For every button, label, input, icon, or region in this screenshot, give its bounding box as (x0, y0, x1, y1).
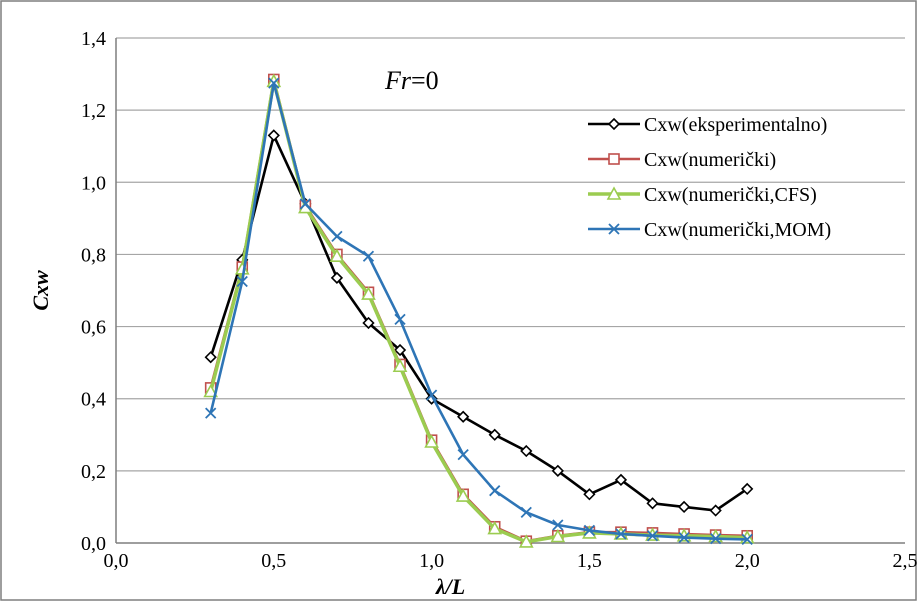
x-tick-label: 1,0 (419, 550, 444, 572)
series-x-point (394, 313, 406, 325)
x-tick-label: 2,5 (893, 550, 917, 572)
series-triangle-point (424, 434, 439, 448)
series-group (203, 73, 755, 548)
series-line-x (209, 81, 748, 541)
annotation-fr-value: =0 (411, 66, 439, 95)
series-x-point (299, 198, 311, 210)
series-x-point (457, 448, 469, 461)
series-triangle-point (203, 383, 219, 398)
y-tick-label: 1,2 (81, 100, 106, 122)
series-x-point (583, 524, 596, 537)
series-triangle-point (329, 248, 345, 263)
y-tick-label: 1,0 (81, 172, 106, 194)
legend-entry: Cxw(eksperimentalno) (644, 114, 827, 136)
legend-entry: Cxw(numerički,CFS) (644, 184, 817, 206)
series-x-point (741, 533, 753, 546)
annotation-fr-symbol: Fr (384, 66, 412, 95)
legend-marker-point (607, 117, 621, 131)
series-diamond-point (551, 464, 564, 477)
series-x-point (678, 531, 690, 544)
series-x-point (425, 389, 438, 401)
series-x-point (552, 519, 564, 531)
series-diamond-point (614, 473, 628, 487)
series-x-point (205, 407, 217, 419)
series-diamond-point (267, 129, 280, 142)
series-diamond-point (709, 504, 722, 517)
series-x-point (331, 230, 343, 243)
legend-marker-point (608, 223, 620, 235)
x-tick-label: 2,0 (735, 550, 760, 572)
x-tick-label: 0,0 (104, 550, 129, 572)
series-x-point (268, 77, 280, 89)
series-diamond-point (330, 271, 344, 285)
legend-entry: Cxw(numerički,MOM) (644, 219, 831, 241)
series-triangle-point (487, 520, 503, 535)
series-diamond-point (583, 488, 596, 501)
series-diamond-point (488, 428, 501, 441)
series-x-point (615, 528, 627, 540)
series-diamond-point (457, 410, 470, 423)
series-triangle-point (361, 286, 376, 300)
x-tick-label: 1,5 (577, 550, 602, 572)
y-tick-label: 0,8 (81, 244, 106, 266)
series-diamond-point (677, 500, 691, 514)
series-x-point (520, 506, 532, 518)
x-axis-label: λ/L (435, 574, 465, 599)
series-diamond-point (646, 497, 659, 510)
legend: Cxw(eksperimentalno) Cxw(numerički) Cxw(nu… (588, 114, 831, 241)
series-x-point (362, 250, 375, 262)
series-x-point (710, 533, 722, 545)
y-tick-label: 0,6 (81, 317, 106, 339)
legend-entry: Cxw(numerički) (644, 149, 776, 171)
series-x-point (489, 485, 501, 497)
y-tick-label: 0,2 (81, 461, 106, 483)
annotation-fr: Fr=0 (384, 66, 439, 95)
series-diamond-point (393, 343, 407, 357)
series-triangle-point (550, 528, 566, 543)
series-diamond-point (741, 482, 754, 496)
tick-labels: 0,0 0,2 0,4 0,6 0,8 1,0 1,2 1,4 0,0 0,5 1,0 1,5 2,0 2… (81, 28, 917, 572)
series-diamond-point (362, 316, 375, 330)
legend-marker-point (606, 186, 622, 200)
y-axis-label: Cxw (28, 270, 53, 311)
series-x-point (646, 530, 659, 542)
axes (115, 38, 905, 544)
x-tick-label: 0,5 (261, 550, 286, 572)
series-diamond-point (520, 444, 533, 458)
y-tick-label: 0,4 (81, 389, 106, 411)
y-tick-label: 0,0 (81, 533, 106, 555)
series-triangle-point (455, 488, 471, 502)
series-triangle-point (518, 534, 534, 548)
series-triangle-point (392, 358, 408, 373)
legend-marker-point (608, 153, 620, 165)
series-x (205, 77, 753, 546)
y-tick-label: 1,4 (81, 28, 106, 50)
series-diamond-point (204, 351, 217, 364)
series-x-point (236, 275, 248, 288)
